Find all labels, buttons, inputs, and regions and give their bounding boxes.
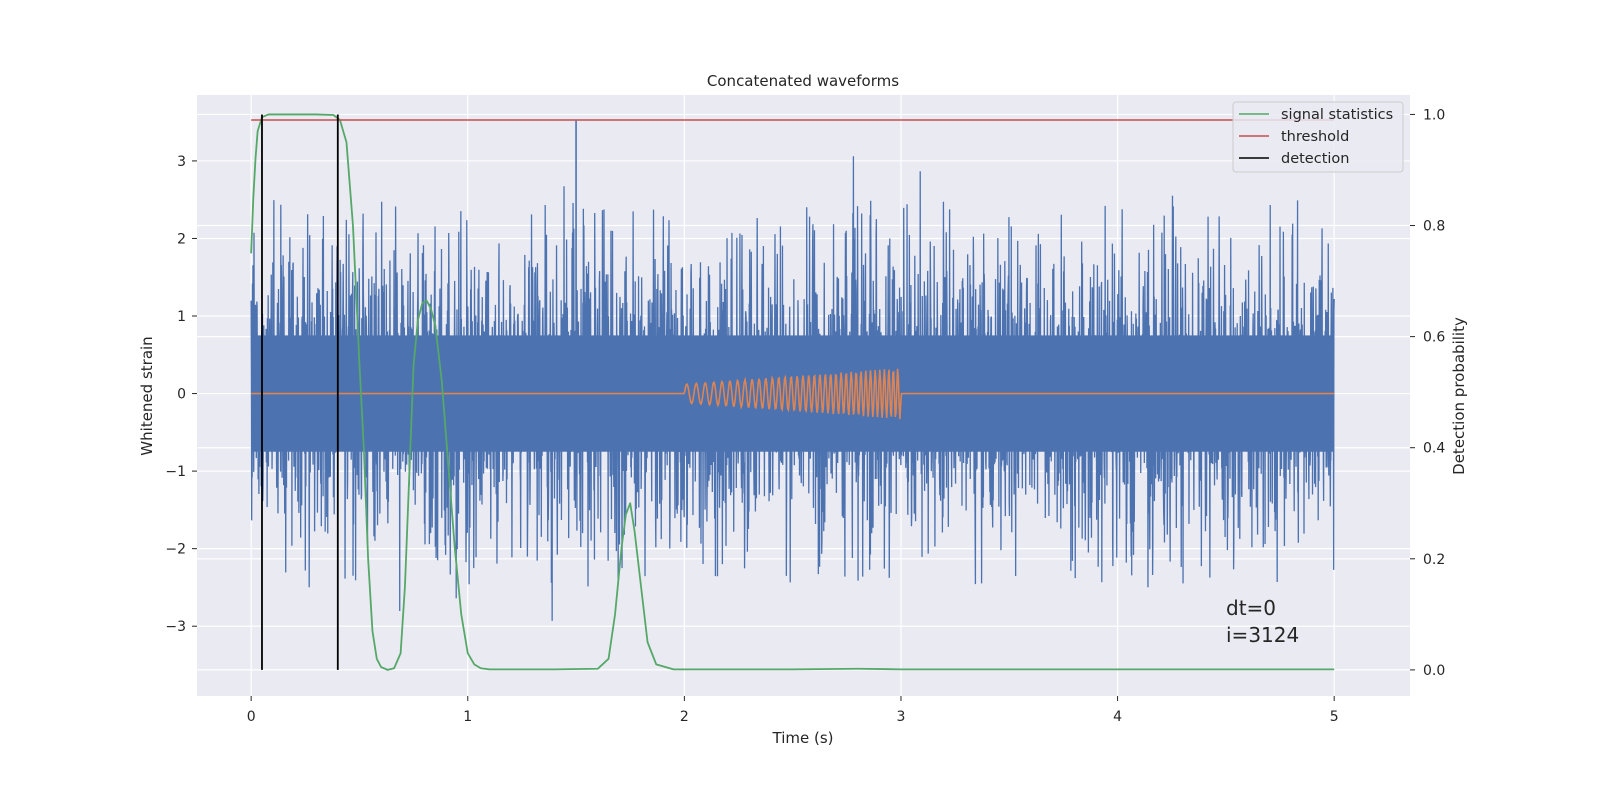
y-axis-left-label: Whitened strain bbox=[138, 336, 156, 455]
legend-frame bbox=[1232, 101, 1404, 173]
x-tick-label: 5 bbox=[1330, 709, 1339, 725]
y-left-tick-label: 3 bbox=[177, 154, 186, 170]
x-tick-label: 4 bbox=[1113, 709, 1122, 725]
chirp-trace bbox=[251, 368, 1335, 420]
y-axis-right: 0.0 0.2 0.4 0.6 0.8 1.0 bbox=[1410, 107, 1445, 679]
y-right-tick-label: 1.0 bbox=[1423, 107, 1445, 123]
signal-statistics-line bbox=[250, 113, 1335, 671]
annotations: dt=0 i=3124 bbox=[1226, 596, 1299, 647]
x-tick-label: 0 bbox=[247, 709, 256, 725]
annotation-dt: dt=0 bbox=[1226, 596, 1276, 620]
y-left-tick-label: −3 bbox=[165, 619, 186, 635]
y-left-tick-label: 2 bbox=[177, 231, 186, 247]
plot-data bbox=[250, 113, 1335, 671]
y-right-tick-label: 0.6 bbox=[1423, 330, 1445, 346]
legend-label-signal-statistics: signal statistics bbox=[1281, 107, 1393, 123]
legend: signal statistics threshold detection bbox=[1232, 101, 1404, 173]
legend-label-threshold: threshold bbox=[1281, 129, 1349, 145]
y-axis-right-label: Detection probability bbox=[1450, 317, 1468, 475]
y-left-tick-label: −2 bbox=[165, 542, 186, 558]
x-tick-label: 2 bbox=[680, 709, 689, 725]
y-right-tick-label: 0.2 bbox=[1423, 552, 1445, 568]
legend-label-detection: detection bbox=[1281, 151, 1349, 167]
y-right-tick-label: 0.0 bbox=[1423, 663, 1445, 679]
y-right-tick-label: 0.8 bbox=[1423, 219, 1445, 235]
y-right-tick-label: 0.4 bbox=[1423, 441, 1445, 457]
y-left-tick-label: 1 bbox=[177, 309, 186, 325]
y-left-tick-label: −1 bbox=[165, 464, 186, 480]
x-tick-label: 3 bbox=[897, 709, 906, 725]
x-axis-label: Time (s) bbox=[772, 729, 834, 747]
chart-title: Concatenated waveforms bbox=[707, 72, 899, 90]
y-axis-left: −3 −2 −1 0 1 2 3 bbox=[165, 154, 197, 635]
x-tick-label: 1 bbox=[463, 709, 472, 725]
y-left-tick-label: 0 bbox=[177, 387, 186, 403]
x-axis: 0 1 2 3 4 5 bbox=[247, 696, 1339, 725]
annotation-i: i=3124 bbox=[1226, 623, 1299, 647]
